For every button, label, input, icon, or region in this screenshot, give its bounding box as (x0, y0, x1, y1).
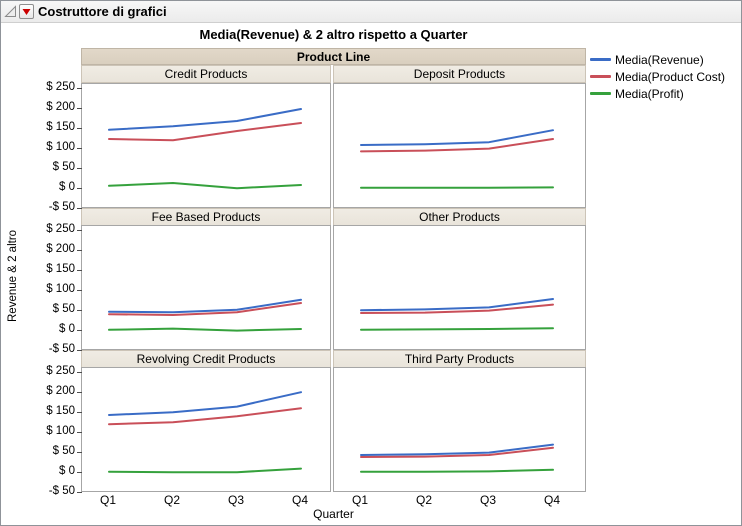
y-tick-row2: $ 0 (59, 323, 75, 335)
y-tick-row3: $ 50 (52, 445, 75, 457)
line-media-profit[interactable] (360, 327, 554, 331)
x-tick-q4-col1: Q4 (291, 493, 309, 507)
legend: Media(Revenue) Media(Product Cost) Media(P… (590, 51, 725, 102)
line-media-product-cost[interactable] (108, 407, 302, 426)
legend-item-media-revenue[interactable]: Media(Revenue) (590, 51, 725, 68)
panel-header-third-party-products: Third Party Products (333, 350, 586, 368)
line-media-profit[interactable] (108, 327, 302, 332)
panel-header-other-products: Other Products (333, 208, 586, 226)
y-tick-mark (77, 208, 82, 209)
y-tick-row1: -$ 50 (48, 201, 75, 213)
legend-label: Media(Product Cost) (615, 69, 726, 84)
y-tick-mark (77, 290, 82, 291)
panel-header-revolving-credit-products: Revolving Credit Products (81, 350, 331, 368)
report-titlebar: Costruttore di grafici (1, 1, 741, 23)
y-axis-title: Revenue & 2 altro (7, 229, 19, 323)
y-tick-row2: $ 200 (46, 243, 75, 255)
y-tick-row3: $ 100 (46, 425, 75, 437)
y-tick-mark (77, 230, 82, 231)
line-media-revenue[interactable] (360, 129, 554, 146)
y-tick-row3: -$ 50 (48, 485, 75, 497)
legend-line-swatch (590, 92, 611, 95)
y-tick-mark (77, 412, 82, 413)
y-tick-mark (77, 432, 82, 433)
y-tick-mark (77, 350, 82, 351)
y-tick-row2: $ 150 (46, 263, 75, 275)
x-tick-q1-col2: Q1 (351, 493, 369, 507)
y-tick-row1: $ 150 (46, 121, 75, 133)
legend-label: Media(Revenue) (615, 52, 704, 67)
window-title: Costruttore di grafici (38, 4, 167, 19)
red-triangle-menu-button[interactable] (19, 4, 34, 19)
line-media-product-cost[interactable] (360, 138, 554, 153)
group-header-product-line: Product Line (81, 48, 586, 65)
panel-other-products[interactable] (333, 225, 586, 350)
panel-third-party-products[interactable] (333, 367, 586, 492)
y-tick-row3: $ 200 (46, 385, 75, 397)
y-tick-row1: $ 250 (46, 81, 75, 93)
y-tick-mark (77, 148, 82, 149)
line-media-revenue[interactable] (360, 443, 554, 456)
panel-header-deposit-products: Deposit Products (333, 65, 586, 83)
line-media-profit[interactable] (108, 182, 302, 190)
y-tick-mark (77, 108, 82, 109)
disclosure-open-icon[interactable] (4, 5, 17, 18)
red-triangle-icon (22, 8, 31, 15)
y-tick-mark (77, 372, 82, 373)
line-media-revenue[interactable] (108, 108, 302, 131)
y-tick-mark (77, 128, 82, 129)
panel-header-credit-products: Credit Products (81, 65, 331, 83)
x-tick-q2-col1: Q2 (163, 493, 181, 507)
line-media-profit[interactable] (108, 467, 302, 474)
y-tick-mark (77, 330, 82, 331)
y-tick-row3: $ 250 (46, 365, 75, 377)
y-tick-mark (77, 250, 82, 251)
line-media-product-cost[interactable] (108, 122, 302, 142)
y-tick-mark (77, 310, 82, 311)
x-tick-q4-col2: Q4 (543, 493, 561, 507)
y-tick-row3: $ 150 (46, 405, 75, 417)
y-tick-row1: $ 0 (59, 181, 75, 193)
x-tick-q2-col2: Q2 (415, 493, 433, 507)
y-tick-row2: $ 250 (46, 223, 75, 235)
line-media-revenue[interactable] (108, 298, 302, 314)
legend-line-swatch (590, 75, 611, 78)
x-tick-q3-col1: Q3 (227, 493, 245, 507)
line-media-product-cost[interactable] (360, 303, 554, 314)
y-tick-mark (77, 168, 82, 169)
y-tick-row3: $ 0 (59, 465, 75, 477)
x-tick-q1-col1: Q1 (99, 493, 117, 507)
panel-deposit-products[interactable] (333, 83, 586, 208)
x-axis-title: Quarter (313, 507, 354, 521)
y-tick-row2: -$ 50 (48, 343, 75, 355)
y-tick-mark (77, 392, 82, 393)
line-media-revenue[interactable] (360, 298, 554, 312)
panel-header-fee-based-products: Fee Based Products (81, 208, 331, 226)
y-tick-row1: $ 100 (46, 141, 75, 153)
panel-fee-based-products[interactable] (81, 225, 331, 350)
panel-credit-products[interactable] (81, 83, 331, 208)
y-tick-mark (77, 472, 82, 473)
y-tick-mark (77, 188, 82, 189)
line-media-product-cost[interactable] (360, 446, 554, 458)
y-tick-mark (77, 452, 82, 453)
line-media-profit[interactable] (360, 468, 554, 473)
y-tick-mark (77, 270, 82, 271)
y-tick-mark (77, 492, 82, 493)
y-tick-mark (77, 88, 82, 89)
legend-line-swatch (590, 58, 611, 61)
legend-item-media-product-cost[interactable]: Media(Product Cost) (590, 68, 725, 85)
y-tick-row2: $ 100 (46, 283, 75, 295)
legend-item-media-profit[interactable]: Media(Profit) (590, 85, 725, 102)
legend-label: Media(Profit) (615, 86, 684, 101)
x-tick-q3-col2: Q3 (479, 493, 497, 507)
line-media-revenue[interactable] (108, 391, 302, 416)
y-tick-row1: $ 200 (46, 101, 75, 113)
line-media-product-cost[interactable] (108, 302, 302, 316)
panel-revolving-credit-products[interactable] (81, 367, 331, 492)
y-tick-row2: $ 50 (52, 303, 75, 315)
chart-title: Media(Revenue) & 2 altro rispetto a Quar… (199, 27, 468, 42)
y-tick-row1: $ 50 (52, 161, 75, 173)
